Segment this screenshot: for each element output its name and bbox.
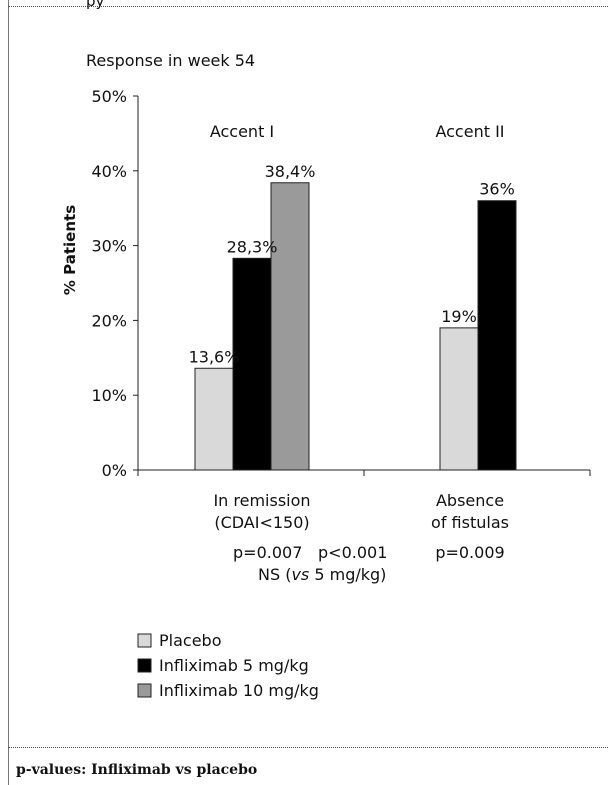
chart: Response in week 54 % Patients 0% 10% 20% 3… <box>61 51 591 700</box>
bar-value-label: 36% <box>479 180 515 199</box>
y-axis-label: % Patients <box>61 205 79 295</box>
legend-label: Placebo <box>159 631 221 650</box>
y-tick-label: 20% <box>91 311 127 330</box>
x-category-label: of fistulas <box>431 513 509 532</box>
legend: Placebo Infliximab 5 mg/kg Infliximab 10 m… <box>137 631 319 700</box>
bar <box>270 182 310 471</box>
x-category-label: Absence <box>436 491 504 510</box>
y-tick-label: 50% <box>91 87 127 106</box>
panel-left-border <box>8 0 9 785</box>
legend-swatch <box>137 683 152 698</box>
pvalue-accent1-5mg: p=0.007 <box>233 543 302 562</box>
x-category-label: (CDAI<150) <box>214 513 309 532</box>
legend-label: Infliximab 5 mg/kg <box>159 656 309 675</box>
group-header: Accent II <box>435 122 504 141</box>
legend-label: Infliximab 10 mg/kg <box>159 681 319 700</box>
bars <box>194 182 517 471</box>
bar-value-label: 28,3% <box>227 237 278 256</box>
bar-value-label: 19% <box>441 307 477 326</box>
bar-value-label: 13,6% <box>189 347 240 366</box>
bar-value-label: 38,4% <box>265 162 316 181</box>
x-category-label: In remission <box>213 491 310 510</box>
pvalue-accent1-10mg: p<0.001 <box>318 543 387 562</box>
bar <box>194 367 234 471</box>
y-tick-label: 0% <box>102 461 127 480</box>
bar <box>477 200 517 471</box>
group-header: Accent I <box>210 122 274 141</box>
top-dotted-divider <box>8 6 608 7</box>
y-tick-label: 40% <box>91 162 127 181</box>
legend-swatch <box>137 658 152 673</box>
y-tick-label: 30% <box>91 237 127 256</box>
bar <box>232 257 272 471</box>
bar <box>439 327 479 471</box>
chart-title: Response in week 54 <box>86 51 255 70</box>
legend-swatch <box>137 633 152 648</box>
labels: Accent I 13,6% 28,3% 38,4% In remission (CDAI… <box>189 122 515 584</box>
footer-note: p-values: Infliximab vs placebo <box>16 762 258 778</box>
pvalue-accent2: p=0.009 <box>435 543 504 562</box>
bottom-dotted-divider <box>8 747 608 748</box>
y-tick-label: 10% <box>91 386 127 405</box>
top-text-fragment: py <box>86 0 105 10</box>
pvalue-accent1-ns: NS (vs 5 mg/kg) <box>258 565 386 584</box>
